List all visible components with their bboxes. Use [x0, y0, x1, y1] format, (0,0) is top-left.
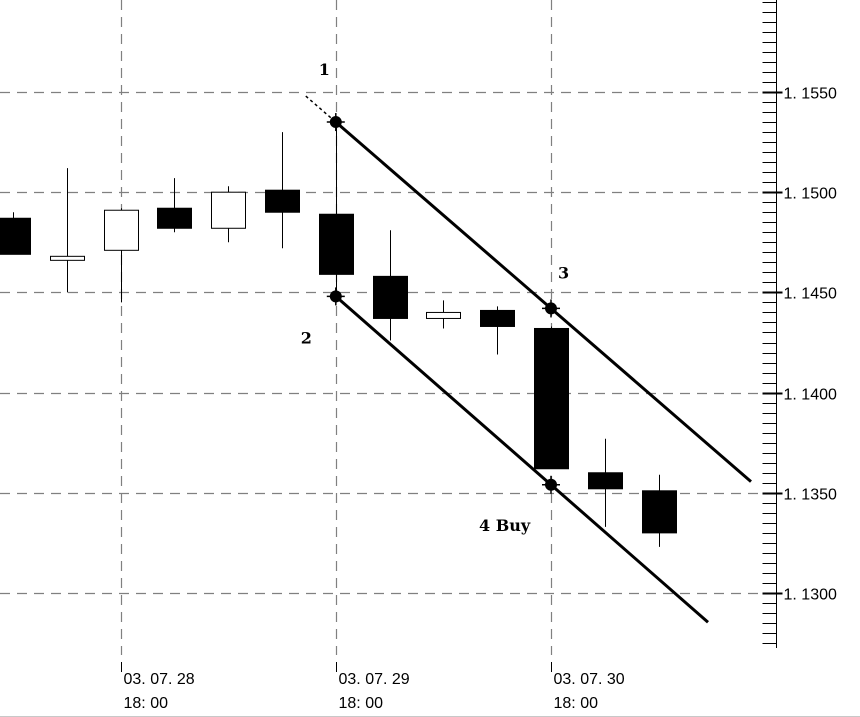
time-label-date: 03. 07. 29: [339, 671, 410, 688]
candle-body-down: [319, 213, 354, 275]
time-axis: 03. 07. 28 18: 00 03. 07. 29 18: 00 03. 07. …: [121, 662, 625, 712]
candle-body-down: [157, 207, 192, 229]
time-label-time: 18: 00: [554, 695, 599, 712]
candle-body-down: [0, 217, 31, 255]
candle-body-down: [265, 189, 300, 213]
time-label-time: 18: 00: [339, 695, 384, 712]
annotation-label: 2: [301, 328, 312, 347]
candle: [588, 438, 623, 527]
annotation-label: 1: [319, 60, 330, 79]
candle-body-up: [50, 255, 85, 261]
candle-body-down: [373, 275, 408, 319]
candles: [0, 122, 677, 547]
trend-channel: [305, 95, 752, 624]
channel-lower-line: [334, 295, 709, 624]
candle-body-down: [534, 327, 569, 470]
annotation-label: 3: [558, 263, 569, 282]
candle: [50, 168, 85, 293]
candle-body-down: [480, 309, 515, 327]
candle: [0, 212, 31, 255]
y-tick-label: 1. 1550: [784, 86, 837, 103]
candle-body-down: [588, 472, 623, 490]
candle-body-up: [211, 191, 246, 229]
y-tick-label: 1. 1400: [784, 387, 837, 404]
y-tick-label: 1. 1300: [784, 587, 837, 604]
candle: [265, 132, 300, 249]
time-label-time: 18: 00: [124, 695, 169, 712]
time-label-date: 03. 07. 30: [554, 671, 625, 688]
y-tick-label: 1. 1500: [784, 186, 837, 203]
candle: [426, 300, 461, 329]
channel-upper-leadin: [305, 95, 337, 123]
price-axis: 1. 1300 1. 1350 1. 1400 1. 1450 1. 1500 1. 15…: [762, 0, 837, 648]
channel-upper-line: [334, 120, 752, 483]
candle: [534, 326, 569, 470]
candle: [642, 474, 677, 547]
candle-body-up: [426, 311, 461, 319]
time-label-date: 03. 07. 28: [124, 671, 195, 688]
candle-body-down: [642, 490, 677, 534]
candle-body-up: [104, 209, 139, 251]
candle: [104, 208, 139, 303]
annotations: 1 2 3 4 Buy: [301, 60, 569, 535]
y-tick-label: 1. 1350: [784, 487, 837, 504]
candle: [211, 186, 246, 243]
candle: [480, 306, 515, 355]
y-tick-label: 1. 1450: [784, 286, 837, 303]
annotation-label: 4 Buy: [479, 516, 531, 535]
candle: [319, 122, 354, 303]
candle: [373, 230, 408, 341]
candle: [157, 178, 192, 233]
